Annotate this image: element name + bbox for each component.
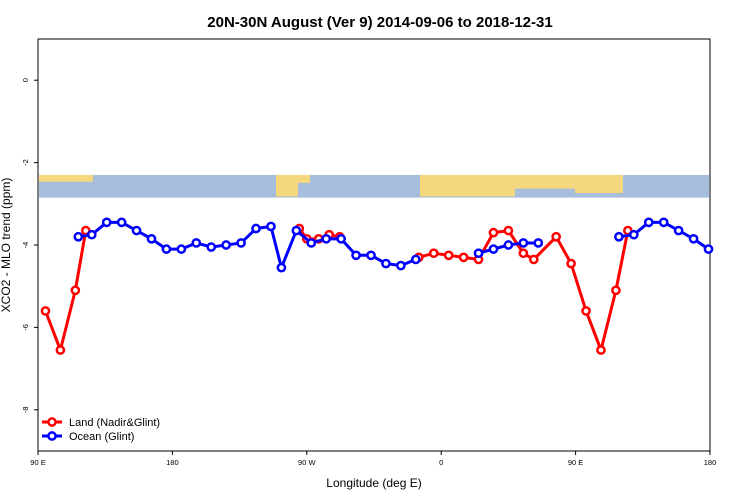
data-point [503,240,514,250]
data-point [366,250,376,261]
map-land-asia-west [39,174,93,182]
x-tick-label: 0 [439,458,443,467]
data-point [410,254,421,265]
data-point [443,250,454,261]
data-point [251,223,261,234]
series-ocean [73,217,714,273]
x-axis-label: Longitude (deg E) [326,476,421,490]
data-point [191,238,202,248]
data-point [551,231,562,242]
data-point [533,238,544,248]
data-point [628,229,639,240]
data-point [236,238,246,248]
data-point [55,345,66,355]
data-point [688,233,699,244]
legend-label: Land (Nadir&Glint) [69,417,160,429]
map-land-north-america [276,174,298,197]
data-point [276,262,287,273]
map-strip [39,174,709,198]
data-point [176,244,187,254]
data-point [161,244,172,254]
data-point [703,244,714,254]
data-point [458,252,469,263]
map-land-africa [420,174,515,197]
x-tick-label: 180 [166,458,179,467]
data-point [396,260,406,271]
y-tick-label: 0 [21,78,30,82]
plot-frame [37,38,711,452]
y-tick-label: -2 [21,159,30,166]
series-line [44,230,88,352]
data-point [266,221,276,232]
data-point [566,258,576,269]
data-point [503,225,514,236]
data-point [206,242,217,252]
data-point [518,238,529,248]
data-point [528,254,539,265]
data-point [643,217,654,228]
data-point [488,227,499,238]
x-tick-label: 90 E [568,458,583,467]
data-point [221,240,232,250]
data-point [596,345,606,355]
data-point [86,229,97,240]
data-point [101,217,112,228]
data-point [73,231,84,242]
data-point [116,217,127,228]
data-point [291,225,302,236]
y-tick-label: -6 [21,324,30,331]
data-point [381,258,391,269]
legend-swatch-marker [47,431,57,441]
data-point [336,233,346,244]
y-tick-label: -8 [21,406,30,413]
data-point [518,248,529,259]
data-point [614,231,624,242]
data-point [351,250,361,261]
map-land-central-america [298,174,310,183]
legend-swatch-marker [47,417,57,427]
data-point [428,248,439,259]
data-point [306,238,317,248]
data-point [473,248,484,259]
x-tick-label: 180 [704,458,717,467]
data-point [70,285,81,296]
y-axis-label: XCO2 - MLO trend (ppm) [0,178,13,313]
data-point [658,217,669,228]
data-point [131,225,142,236]
legend-label: Ocean (Glint) [69,431,134,443]
y-tick-label: -4 [21,242,30,249]
series-layer [40,217,714,355]
series-land [40,223,633,355]
map-land-arabia [515,174,575,189]
data-point [321,233,332,244]
x-tick-label: 90 W [298,458,316,467]
y-axis: 0 -2 -4 -6 -8 [21,78,38,413]
data-point [673,225,684,236]
x-tick-label: 90 E [30,458,45,467]
data-point [581,306,591,316]
data-point [488,244,499,254]
chart-title: 20N-30N August (Ver 9) 2014-09-06 to 201… [207,14,552,31]
legend: Land (Nadir&Glint) Ocean (Glint) [42,417,160,443]
x-axis: 90 E 180 90 W 0 90 E 180 [30,451,716,467]
series-line [78,220,417,270]
data-point [40,306,51,316]
data-point [146,233,157,244]
map-land-india [575,174,623,194]
data-point [611,285,621,296]
